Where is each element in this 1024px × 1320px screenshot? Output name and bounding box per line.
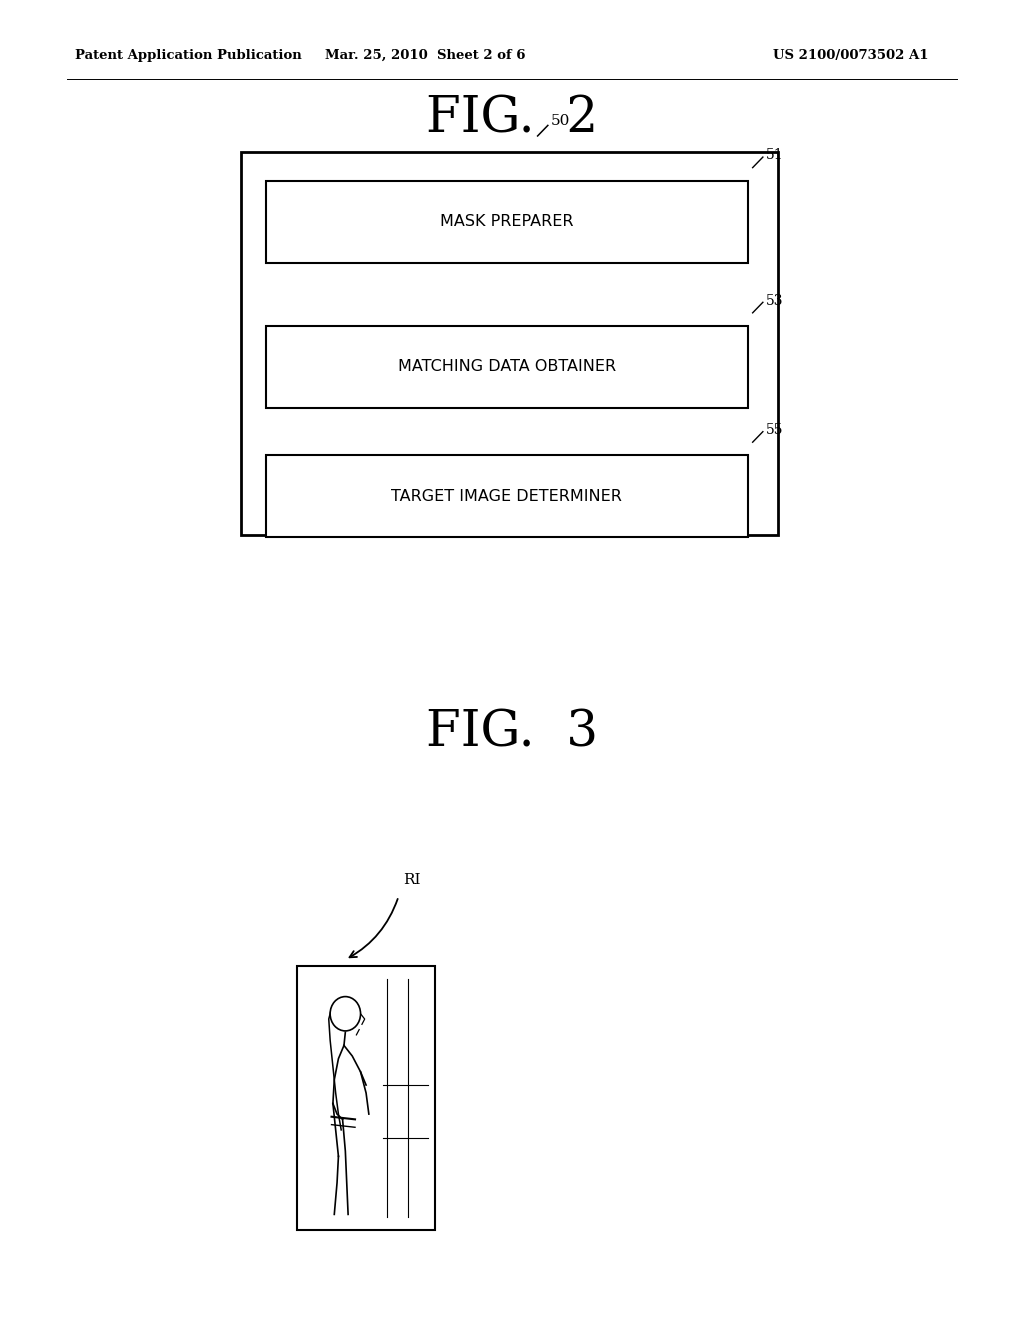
Bar [266,455,748,537]
Text: 51: 51 [766,148,783,162]
Text: 55: 55 [766,422,783,437]
Text: US 2100/0073502 A1: US 2100/0073502 A1 [773,49,929,62]
Bar [266,181,748,263]
Bar [241,152,778,535]
Bar [297,966,435,1230]
Ellipse shape [330,997,360,1031]
Text: MATCHING DATA OBTAINER: MATCHING DATA OBTAINER [397,359,616,375]
Text: TARGET IMAGE DETERMINER: TARGET IMAGE DETERMINER [391,488,623,504]
Text: 50: 50 [551,114,570,128]
Bar [266,326,748,408]
Text: FIG.  3: FIG. 3 [426,708,598,758]
Text: 53: 53 [766,293,783,308]
Text: MASK PREPARER: MASK PREPARER [440,214,573,230]
Text: Mar. 25, 2010  Sheet 2 of 6: Mar. 25, 2010 Sheet 2 of 6 [325,49,525,62]
Text: RI: RI [402,874,420,887]
Text: FIG.  2: FIG. 2 [426,94,598,144]
Text: Patent Application Publication: Patent Application Publication [75,49,301,62]
